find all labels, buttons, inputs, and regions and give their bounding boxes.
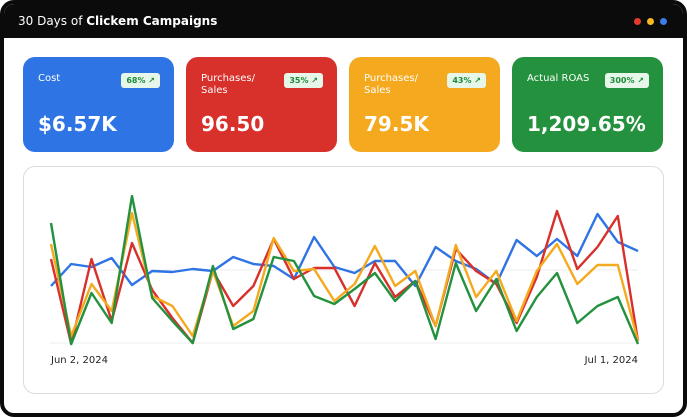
- card-value: 1,209.65%: [527, 112, 646, 136]
- badge-text: 43%: [452, 76, 472, 85]
- card-badge: 68% ↗: [121, 73, 160, 88]
- badge-text: 35%: [289, 76, 309, 85]
- header-title: 30 Days of Clickem Campaigns: [18, 14, 217, 28]
- metric-card: Purchases/ Sales 35% ↗ 96.50: [186, 57, 337, 152]
- line-series: [50, 212, 639, 288]
- card-badge: 43% ↗: [447, 73, 486, 88]
- window-dot[interactable]: [660, 18, 667, 25]
- chart: Jun 2, 2024 Jul 1, 2024: [49, 194, 640, 366]
- card-badge: 35% ↗: [284, 73, 323, 88]
- window-dot[interactable]: [634, 18, 641, 25]
- metric-card: Actual ROAS 300% ↗ 1,209.65%: [512, 57, 663, 152]
- badge-arrow: ↗: [634, 76, 644, 85]
- header: 30 Days of Clickem Campaigns: [4, 4, 683, 38]
- title-bold: Clickem Campaigns: [86, 14, 218, 28]
- window-dot[interactable]: [647, 18, 654, 25]
- badge-arrow: ↗: [145, 76, 155, 85]
- card-badge: 300% ↗: [604, 73, 649, 88]
- title-text: 30 Days of: [18, 14, 83, 28]
- line-series: [49, 194, 640, 346]
- card-label: Purchases/ Sales: [364, 73, 418, 96]
- badge-text: 300%: [609, 76, 635, 85]
- card-label: Actual ROAS: [527, 73, 590, 84]
- card-value: 96.50: [201, 112, 265, 136]
- x-tick-label: Jul 1, 2024: [584, 355, 638, 366]
- card-value: $6.57K: [38, 112, 117, 136]
- badge-arrow: ↗: [308, 76, 318, 85]
- x-tick-label: Jun 2, 2024: [50, 355, 108, 366]
- card-label: Purchases/ Sales: [201, 73, 255, 96]
- card-value: 79.5K: [364, 112, 429, 136]
- chart-panel: Jun 2, 2024 Jul 1, 2024: [23, 166, 664, 394]
- card-label: Cost: [38, 73, 61, 84]
- badge-text: 68%: [126, 76, 146, 85]
- badge-arrow: ↗: [471, 76, 481, 85]
- metric-card: Purchases/ Sales 43% ↗ 79.5K: [349, 57, 500, 152]
- metric-card: Cost 68% ↗ $6.57K: [23, 57, 174, 152]
